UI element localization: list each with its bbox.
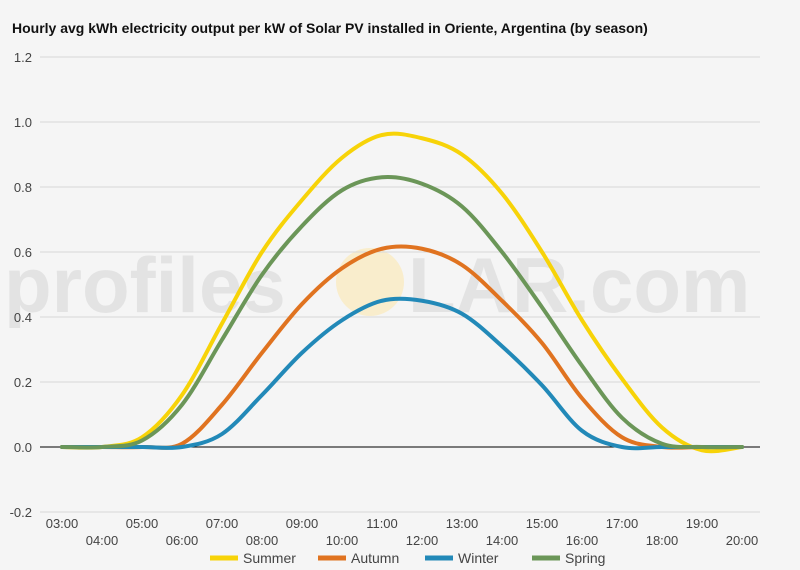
x-tick-label: 06:00: [166, 533, 199, 548]
series-line-autumn: [60, 244, 744, 450]
y-axis: -0.2 0.0 0.2 0.4 0.6 0.8 1.0 1.2: [10, 50, 32, 520]
x-tick-label: 05:00: [126, 516, 159, 531]
x-tick-label: 13:00: [446, 516, 479, 531]
legend-label-spring: Spring: [565, 550, 605, 566]
y-tick-label: 0.4: [14, 310, 32, 325]
x-tick-label: 10:00: [326, 533, 359, 548]
x-tick-label: 19:00: [686, 516, 719, 531]
watermark-logo: profiles LAR.com: [4, 241, 750, 329]
x-axis: 03:00 05:00 07:00 09:00 11:00 13:00 15:00 17:00…: [46, 516, 759, 548]
chart-title: Hourly avg kWh electricity output per kW…: [12, 20, 648, 36]
legend: Summer Autumn Winter Spring: [210, 550, 605, 566]
legend-label-autumn: Autumn: [351, 550, 399, 566]
legend-label-summer: Summer: [243, 550, 296, 566]
series-line-winter: [60, 296, 744, 451]
legend-label-winter: Winter: [458, 550, 499, 566]
x-tick-label: 16:00: [566, 533, 599, 548]
x-tick-label: 17:00: [606, 516, 639, 531]
x-tick-label: 11:00: [366, 516, 398, 531]
x-tick-label: 12:00: [406, 533, 439, 548]
x-tick-label: 03:00: [46, 516, 79, 531]
series-lines: [60, 131, 744, 454]
x-tick-label: 08:00: [246, 533, 279, 548]
y-tick-label: 1.0: [14, 115, 32, 130]
x-tick-label: 09:00: [286, 516, 319, 531]
y-tick-label: -0.2: [10, 505, 32, 520]
y-tick-label: 0.8: [14, 180, 32, 195]
x-tick-label: 20:00: [726, 533, 759, 548]
x-tick-label: 04:00: [86, 533, 119, 548]
y-tick-label: 1.2: [14, 50, 32, 65]
y-tick-label: 0.6: [14, 245, 32, 260]
x-tick-label: 07:00: [206, 516, 239, 531]
series-line-summer: [60, 131, 744, 454]
y-tick-label: 0.2: [14, 375, 32, 390]
x-tick-label: 15:00: [526, 516, 559, 531]
x-tick-label: 18:00: [646, 533, 679, 548]
x-tick-label: 14:00: [486, 533, 519, 548]
y-tick-label: 0.0: [14, 440, 32, 455]
series-line-spring: [60, 175, 744, 450]
